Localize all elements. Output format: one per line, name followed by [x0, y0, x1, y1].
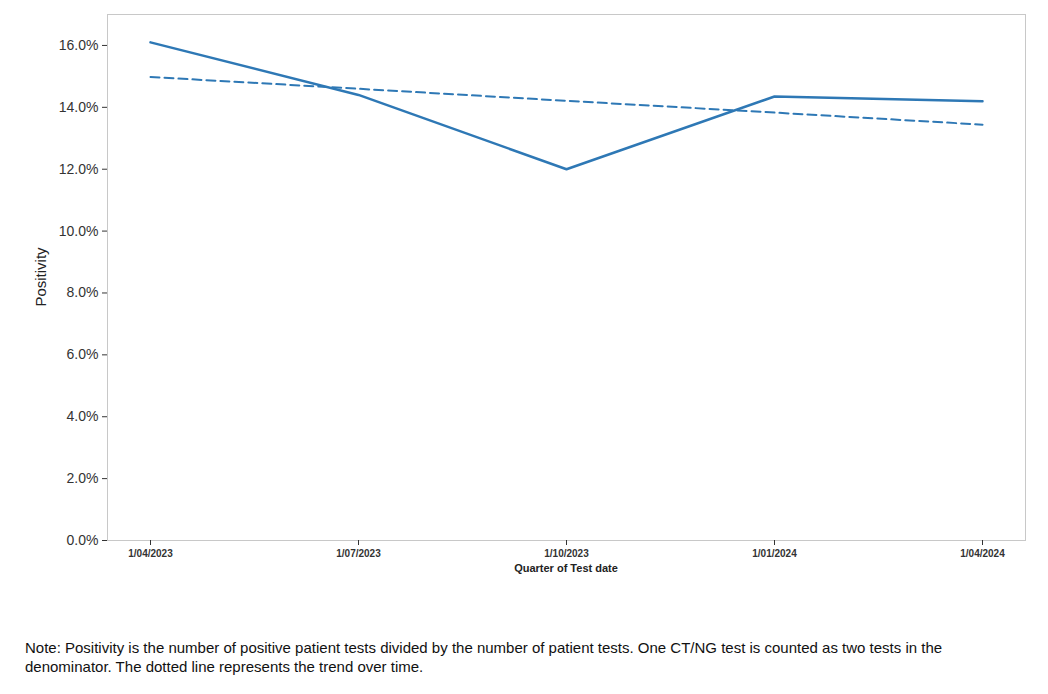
svg-text:1/07/2023: 1/07/2023	[336, 548, 381, 559]
svg-text:12.0%: 12.0%	[59, 161, 99, 177]
svg-text:Positivity: Positivity	[32, 247, 49, 307]
svg-text:8.0%: 8.0%	[67, 284, 99, 300]
svg-text:2.0%: 2.0%	[67, 470, 99, 486]
svg-text:4.0%: 4.0%	[67, 408, 99, 424]
svg-text:Quarter of Test date: Quarter of Test date	[514, 562, 618, 574]
svg-text:1/10/2023: 1/10/2023	[544, 548, 589, 559]
svg-text:1/04/2023: 1/04/2023	[128, 548, 173, 559]
svg-text:1/04/2024: 1/04/2024	[960, 548, 1005, 559]
svg-text:14.0%: 14.0%	[59, 99, 99, 115]
svg-text:10.0%: 10.0%	[59, 223, 99, 239]
svg-text:0.0%: 0.0%	[67, 532, 99, 548]
html-text:Note: Positivity is the number: Note: Positivity is the number of positi…	[25, 639, 943, 675]
svg-text:16.0%: 16.0%	[59, 37, 99, 53]
svg-text:6.0%: 6.0%	[67, 346, 99, 362]
svg-text:1/01/2024: 1/01/2024	[752, 548, 797, 559]
